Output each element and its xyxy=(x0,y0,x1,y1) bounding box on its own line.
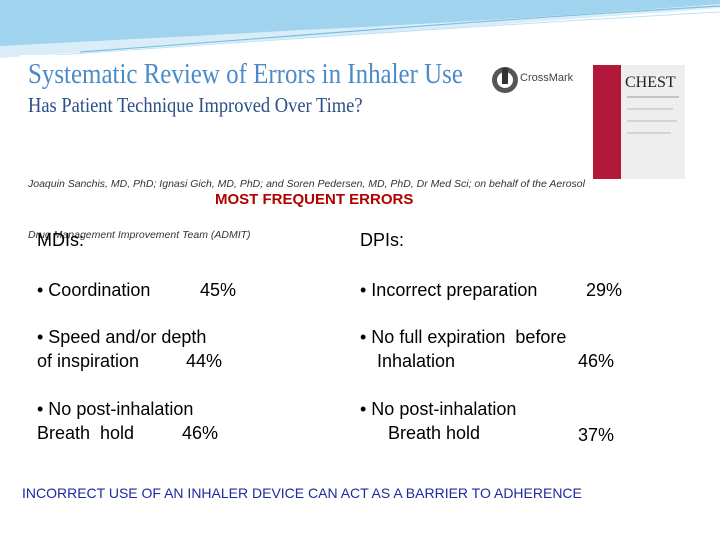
article-subtitle: Has Patient Technique Improved Over Time… xyxy=(28,93,363,117)
error-rate: 29% xyxy=(586,280,623,300)
footer-note: INCORRECT USE OF AN INHALER DEVICE CAN A… xyxy=(22,485,582,501)
error-text: • Coordination xyxy=(37,280,151,300)
error-rate: 45% xyxy=(200,280,237,300)
error-text: • Incorrect preparation xyxy=(360,280,538,300)
section-title: MOST FREQUENT ERRORS xyxy=(215,191,414,208)
error-text: Breath hold xyxy=(388,423,481,443)
authors: Joaquin Sanchis, MD, PhD; Ignasi Gich, M… xyxy=(28,142,585,261)
error-text: • No post-inhalation xyxy=(360,399,517,419)
error-rate: 46% xyxy=(578,351,615,371)
column-heading: DPIs: xyxy=(360,230,405,250)
error-rate: 37% xyxy=(578,425,615,445)
journal-name: CHEST xyxy=(625,74,676,91)
error-text: • No full expiration before xyxy=(360,327,567,347)
article-banner xyxy=(20,55,685,180)
error-text: Breath hold xyxy=(37,423,135,443)
top-swoosh xyxy=(0,0,720,58)
journal-cover xyxy=(593,65,685,179)
error-rate: 46% xyxy=(182,423,219,443)
column-heading: MDIs: xyxy=(37,230,84,250)
crossmark-icon xyxy=(492,67,518,93)
authors-line: Joaquin Sanchis, MD, PhD; Ignasi Gich, M… xyxy=(28,178,585,190)
authors-line: Drug Management Improvement Team (ADMIT) xyxy=(28,229,251,241)
error-text: Inhalation xyxy=(377,351,456,371)
error-text: • Speed and/or depth xyxy=(37,327,207,347)
article-title: Systematic Review of Errors in Inhaler U… xyxy=(28,58,463,90)
error-rate: 44% xyxy=(186,351,223,371)
error-text: of inspiration xyxy=(37,351,140,371)
error-text: • No post-inhalation xyxy=(37,399,194,419)
logo-text: CrossMark xyxy=(520,72,574,84)
